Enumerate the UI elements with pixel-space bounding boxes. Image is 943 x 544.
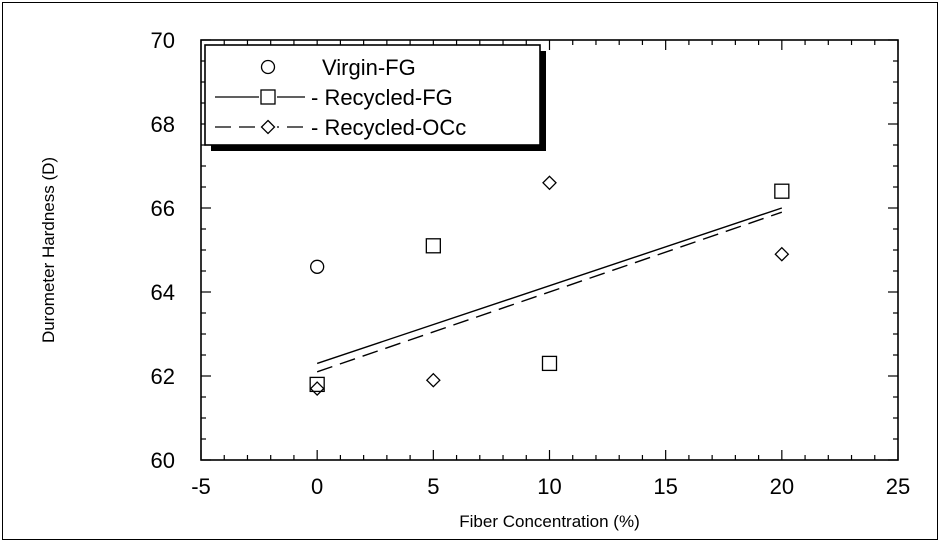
x-axis-label: Fiber Concentration (%) [459, 512, 639, 531]
legend-entry-label: Virgin-FG [322, 55, 416, 80]
y-tick-label: 62 [151, 364, 175, 389]
recycled-occ-fit-line [316, 211, 783, 373]
recycled-fg-fit-line [316, 207, 783, 365]
x-tick-label: 20 [770, 474, 794, 499]
legend-entry-label: - Recycled-OCc [311, 115, 466, 140]
legend-marker [260, 59, 276, 75]
fit-lines [316, 207, 783, 373]
x-tick-label: -5 [191, 474, 211, 499]
recycled-occ-point [425, 372, 441, 388]
recycled-occ-point [542, 175, 557, 191]
recycled-fg-point [541, 355, 558, 372]
y-tick-label: 70 [151, 28, 175, 53]
y-tick-label: 68 [151, 112, 175, 137]
recycled-fg-point [425, 238, 441, 254]
y-tick-label: 64 [151, 280, 175, 305]
legend-marker-bg [259, 88, 277, 106]
recycled-fg-point [309, 376, 325, 393]
data-markers [309, 175, 790, 397]
virgin-fg-point [310, 259, 325, 274]
y-tick-label: 60 [151, 448, 175, 473]
legend-marker [260, 119, 276, 135]
legend-items: Virgin-FG - Recycled-FG - Recycled-OCc [215, 55, 466, 140]
legend: Virgin-FG - Recycled-FG - Recycled-OCc [204, 44, 546, 151]
axis-ticks: -5 0 5 10 15 20 25 60 62 64 66 68 70 [151, 28, 911, 499]
legend-marker-bg [259, 118, 277, 136]
recycled-occ-point [309, 381, 325, 397]
recycled-fg-point [774, 183, 790, 199]
y-axis-label: Durometer Hardness (D) [39, 157, 58, 343]
recycled-occ-point [774, 246, 790, 262]
x-tick-label: 0 [311, 474, 323, 499]
legend-marker [260, 89, 276, 105]
y-tick-label: 66 [151, 196, 175, 221]
legend-entry-label: - Recycled-FG [311, 85, 453, 110]
x-tick-label: 5 [427, 474, 439, 499]
x-tick-label: 15 [653, 474, 677, 499]
x-tick-label: 25 [886, 474, 910, 499]
x-tick-label: 10 [537, 474, 561, 499]
